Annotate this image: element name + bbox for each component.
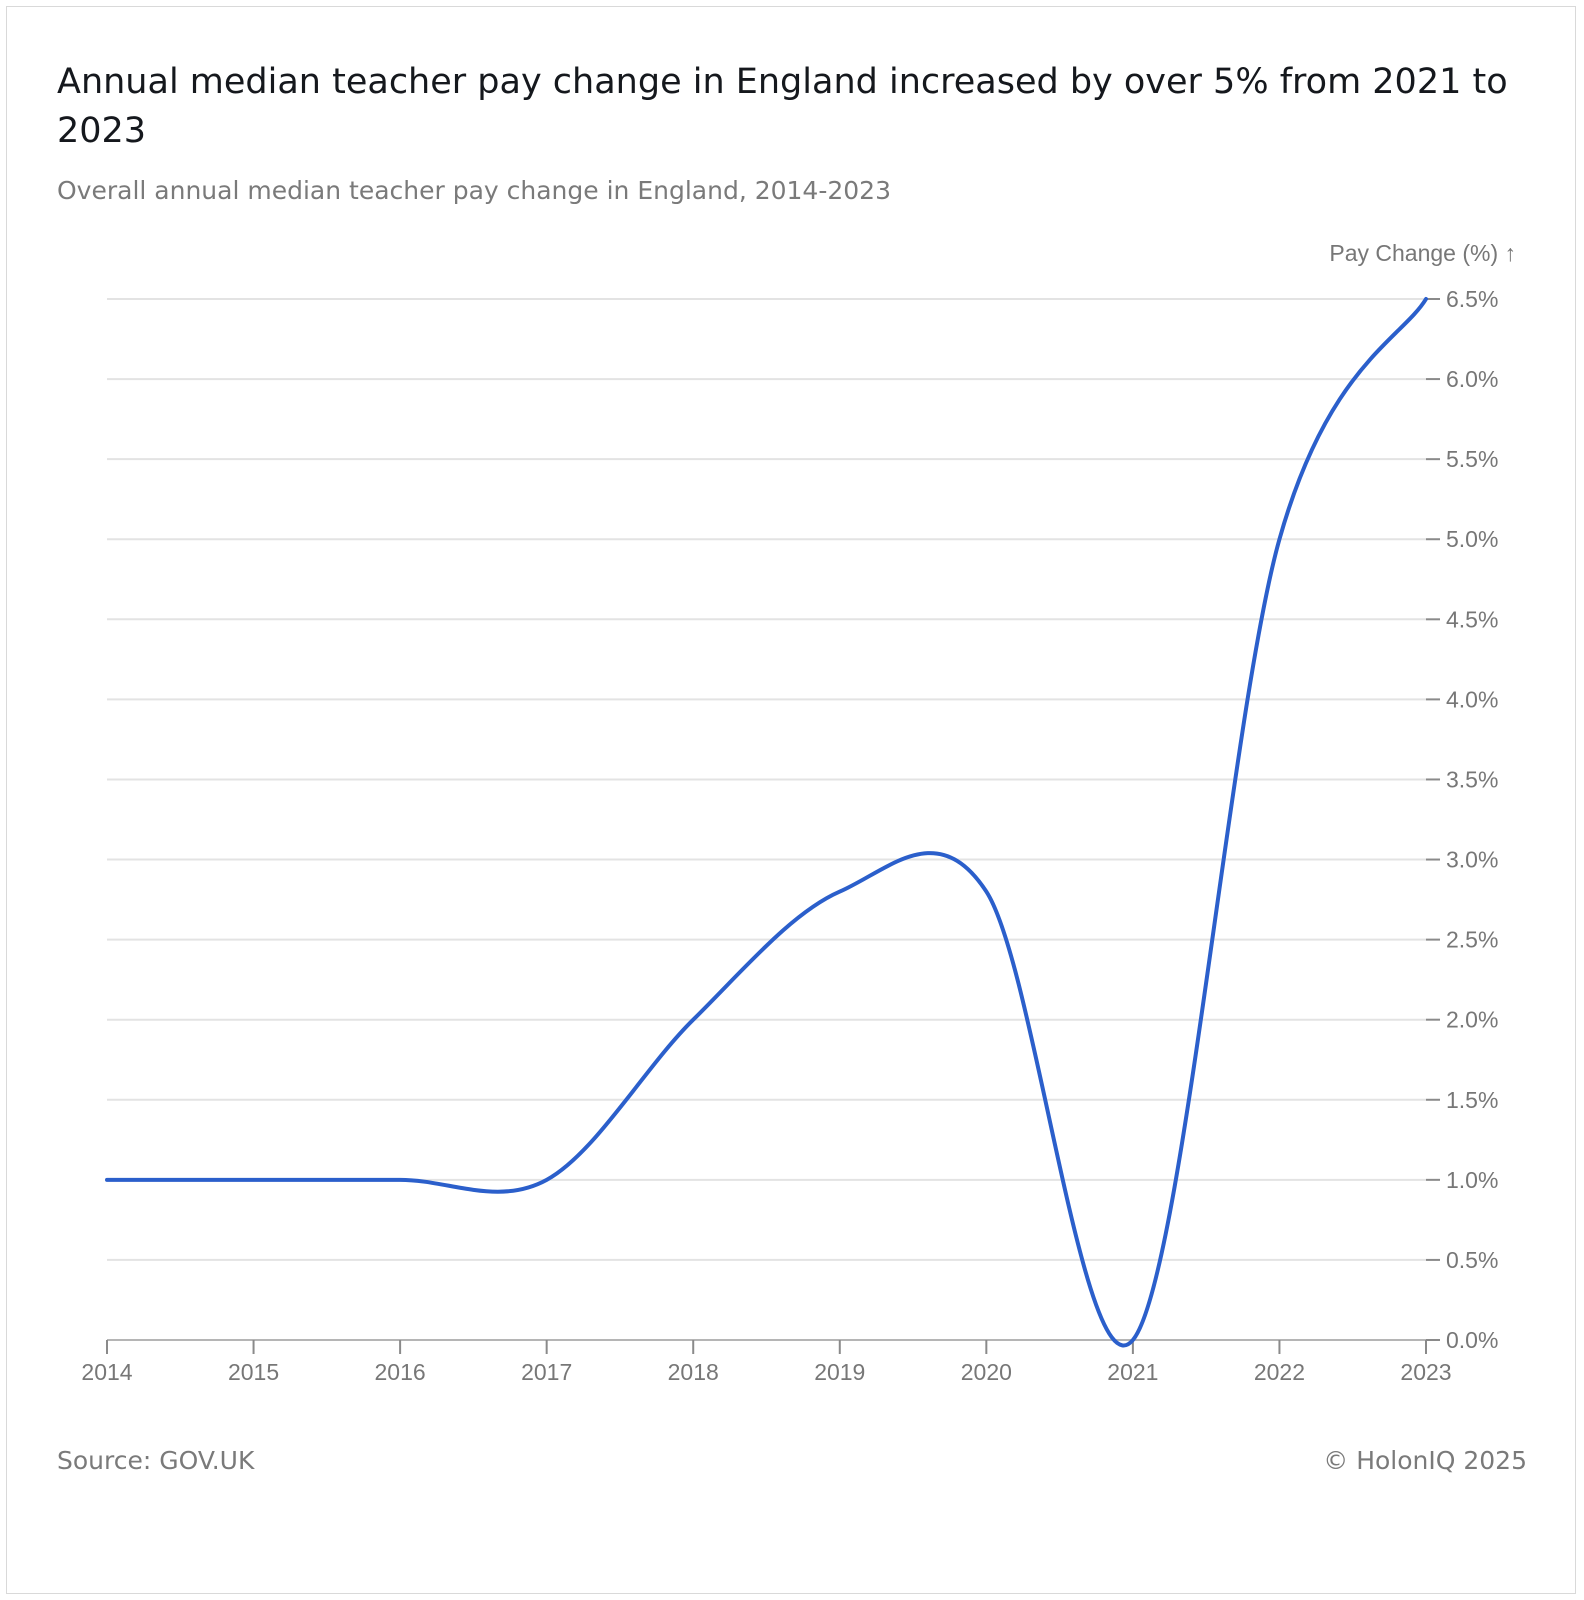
chart-subtitle: Overall annual median teacher pay change… [57, 176, 891, 205]
x-tick-label: 2016 [375, 1359, 426, 1385]
y-tick-label: 5.0% [1446, 526, 1498, 552]
series [105, 297, 1428, 1348]
y-tick-label: 6.0% [1446, 366, 1498, 392]
x-tick-label: 2022 [1254, 1359, 1305, 1385]
x-tick-label: 2015 [228, 1359, 279, 1385]
y-tick-label: 4.0% [1446, 686, 1498, 712]
x-tick-label: 2017 [521, 1359, 572, 1385]
x-tick-label: 2020 [961, 1359, 1012, 1385]
series-line [105, 297, 1428, 1348]
y-tick-label: 1.0% [1446, 1167, 1498, 1193]
gridlines [107, 298, 1426, 1261]
y-tick-label: 2.0% [1446, 1007, 1498, 1033]
y-tick-label: 3.5% [1446, 766, 1498, 792]
y-tick-label: 0.0% [1446, 1327, 1498, 1353]
x-tick-label: 2021 [1107, 1359, 1158, 1385]
copyright-note: © HolonIQ 2025 [1323, 1446, 1527, 1475]
chart-card [6, 6, 1576, 1594]
source-note: Source: GOV.UK [57, 1446, 255, 1475]
x-tick-label: 2023 [1400, 1359, 1451, 1385]
y-axis-label: Pay Change (%) ↑ [1329, 240, 1516, 266]
y-tick-label: 3.0% [1446, 847, 1498, 873]
y-tick-label: 0.5% [1446, 1247, 1498, 1273]
x-tick-label: 2019 [814, 1359, 865, 1385]
y-tick-label: 5.5% [1446, 446, 1498, 472]
y-tick-label: 6.5% [1446, 286, 1498, 312]
chart-title: Annual median teacher pay change in Engl… [57, 62, 1508, 151]
y-tick-label: 2.5% [1446, 927, 1498, 953]
x-tick-label: 2014 [81, 1359, 132, 1385]
x-tick-label: 2018 [668, 1359, 719, 1385]
axes: 0.0% 0.5% 1.0% 1.5% 2.0% 2.5% 3.0% 3.5% 4.0% 4.5%… [81, 286, 1498, 1385]
y-tick-label: 1.5% [1446, 1087, 1498, 1113]
y-tick-label: 4.5% [1446, 606, 1498, 632]
